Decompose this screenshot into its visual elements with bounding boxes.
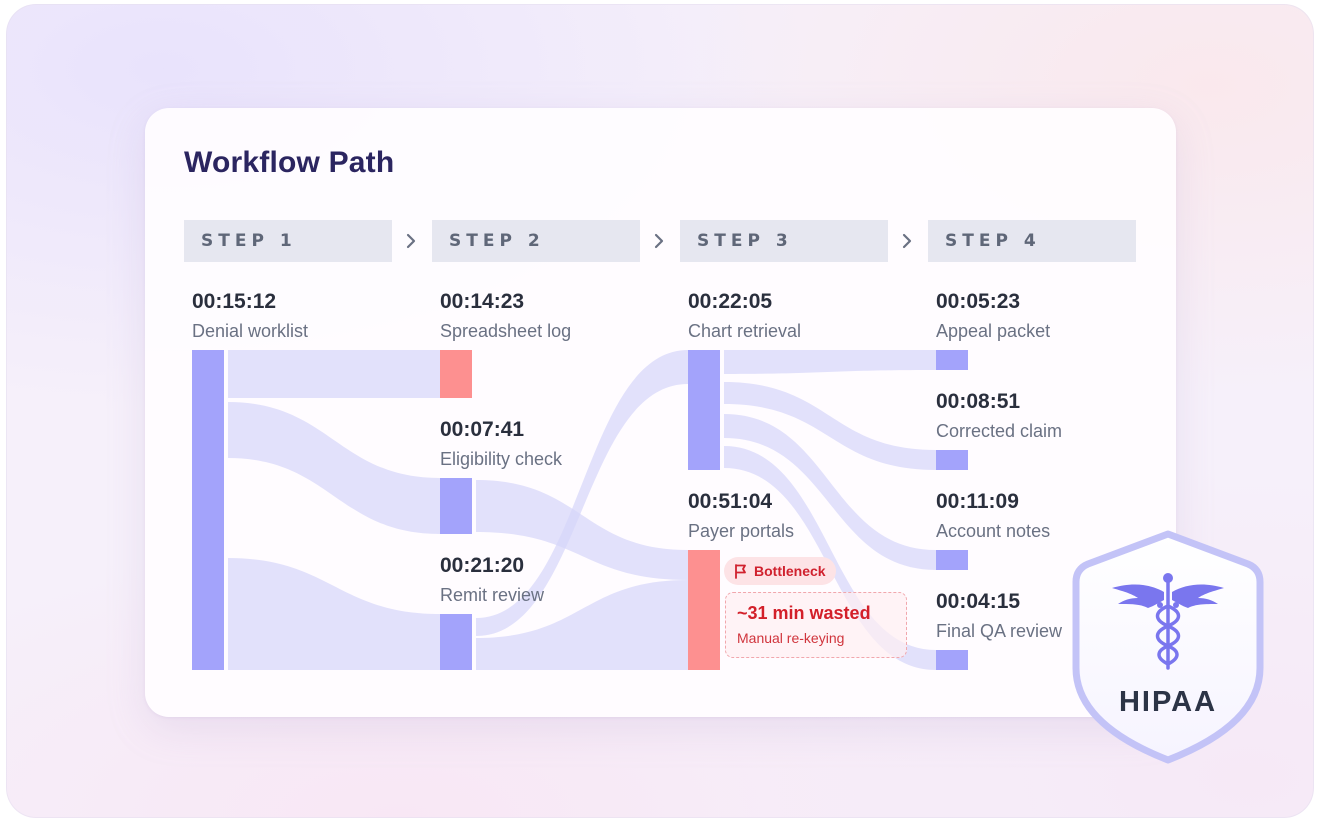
node-bar-final-qa-review (936, 650, 968, 670)
chevron-right-icon (654, 233, 664, 249)
step-4-header: STEP 4 (928, 220, 1136, 262)
node-time-remit-review: 00:21:20 (440, 554, 525, 577)
node-label-eligibility-check: Eligibility check (440, 449, 563, 469)
node-label-payer-portals: Payer portals (688, 521, 795, 541)
node-label-spreadsheet-log: Spreadsheet log (440, 321, 572, 341)
flow-chart-to-account (724, 414, 936, 570)
node-label-final-qa-review: Final QA review (936, 621, 1063, 641)
node-bar-remit-review (440, 614, 472, 670)
node-label-appeal-packet: Appeal packet (936, 321, 1051, 341)
node-time-eligibility-check: 00:07:41 (440, 418, 525, 441)
node-label-denial-worklist: Denial worklist (192, 321, 309, 341)
chevron-right-icon (902, 233, 912, 249)
flow-remit-to-chart (476, 350, 688, 636)
flow-chart-to-appeal (724, 350, 936, 374)
node-label-account-notes: Account notes (936, 521, 1051, 541)
flow-eligibility-to-payer (476, 480, 688, 580)
flow-denial-to-eligibility (228, 402, 440, 534)
bottleneck-callout-subtitle: Manual re-keying (737, 630, 845, 646)
step-2-header: STEP 2 (432, 220, 640, 262)
flow-chart-to-corrected (724, 382, 936, 470)
step-3-header: STEP 3 (680, 220, 888, 262)
node-bar-chart-retrieval (688, 350, 720, 470)
flow-denial-to-spreadsheet (228, 350, 440, 398)
chevron-right-icon (406, 233, 416, 249)
node-time-corrected-claim: 00:08:51 (936, 390, 1021, 413)
hipaa-label: HIPAA (1118, 686, 1218, 718)
node-time-appeal-packet: 00:05:23 (936, 290, 1021, 313)
step-1-header: STEP 1 (184, 220, 392, 262)
node-time-spreadsheet-log: 00:14:23 (440, 290, 525, 313)
node-bar-account-notes (936, 550, 968, 570)
node-bar-appeal-packet (936, 350, 968, 370)
flow-denial-to-remit (228, 558, 440, 670)
node-time-denial-worklist: 00:15:12 (192, 290, 277, 313)
caduceus-icon (1112, 573, 1224, 670)
node-bar-payer-portals (688, 550, 720, 670)
node-time-account-notes: 00:11:09 (936, 490, 1019, 513)
node-time-payer-portals: 00:51:04 (688, 490, 773, 513)
shield-icon (1072, 530, 1264, 764)
node-label-chart-retrieval: Chart retrieval (688, 321, 802, 341)
flow-chart-to-finalqa (724, 446, 936, 670)
page-title: Workflow Path (184, 146, 395, 179)
bottleneck-callout: ~31 min wasted Manual re-keying (725, 592, 907, 658)
node-bar-denial-worklist (192, 350, 224, 670)
bottleneck-badge: Bottleneck (724, 557, 836, 585)
node-label-corrected-claim: Corrected claim (936, 421, 1063, 441)
node-bar-spreadsheet-log (440, 350, 472, 398)
flow-remit-to-payer (476, 580, 688, 670)
bottleneck-callout-title: ~31 min wasted (737, 603, 871, 623)
flag-icon (735, 564, 746, 579)
node-time-final-qa-review: 00:04:15 (936, 590, 1021, 613)
node-bar-corrected-claim (936, 450, 968, 470)
bottleneck-badge-label: Bottleneck (754, 563, 826, 579)
node-time-chart-retrieval: 00:22:05 (688, 290, 773, 313)
node-bar-eligibility-check (440, 478, 472, 534)
node-label-remit-review: Remit review (440, 585, 545, 605)
